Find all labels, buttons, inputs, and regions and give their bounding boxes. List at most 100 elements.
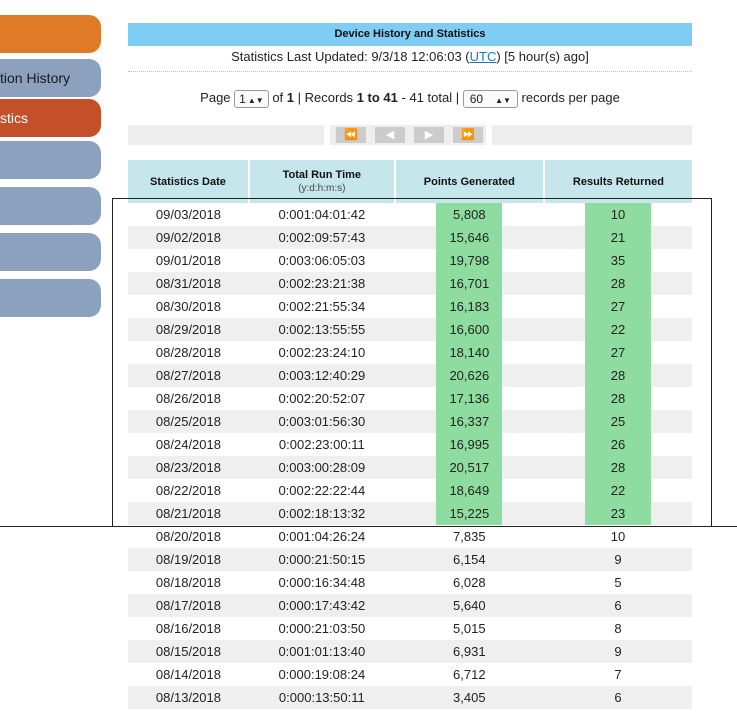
highlight-bg: [584, 318, 651, 341]
cell-results: 28: [543, 364, 692, 387]
cell-text: 20,517: [449, 460, 490, 475]
cell-run: 0:000:16:34:48: [278, 575, 366, 590]
header-label: Total Run Time: [282, 169, 362, 181]
pager-gap: [486, 125, 492, 145]
cell-text: 16,701: [449, 276, 490, 291]
highlight-bg: [584, 364, 651, 387]
cell-points: 20,517: [394, 456, 544, 479]
cell-text: 20,626: [449, 368, 490, 383]
cell-run: 0:002:21:55:34: [278, 299, 366, 314]
cell-results: 28: [543, 272, 692, 295]
cell-text: 28: [610, 276, 626, 291]
cell-results: 8: [614, 621, 622, 636]
cell-results: 26: [544, 433, 692, 456]
sidebar-item-3[interactable]: [0, 141, 101, 179]
per-page-select[interactable]: 60 ▲▼: [462, 89, 518, 108]
sidebar-item-0[interactable]: [0, 15, 101, 53]
header-label: Points Generated: [423, 175, 515, 188]
cell-date: 08/28/2018: [155, 345, 221, 360]
cell-date: 08/15/2018: [128, 640, 249, 663]
cell-run: 0:002:23:21:38: [248, 272, 395, 295]
last-page-icon[interactable]: ⏩: [453, 127, 483, 143]
header-statistics-date[interactable]: Statistics Date: [128, 160, 249, 203]
cell-text: 17,136: [449, 391, 490, 406]
highlight-bg: [584, 249, 651, 272]
sidebar-item-label: stics: [0, 110, 28, 126]
sidebar-item-5[interactable]: [0, 233, 101, 271]
table-row: 08/18/2018 0:000:16:34:48 6,028 5: [128, 571, 692, 594]
cell-run: 0:003:01:56:30: [248, 410, 395, 433]
header-total-run-time[interactable]: Total Run Time (y:d:h:m:s): [247, 160, 395, 203]
cell-points: 20,626: [394, 364, 544, 387]
highlight-bg: [436, 456, 503, 479]
sidebar-item-4[interactable]: [0, 187, 101, 225]
highlight-bg: [436, 272, 503, 295]
table-row: 08/13/2018 0:000:13:50:11 3,405 6: [128, 686, 692, 709]
cell-text: 28: [610, 460, 626, 475]
paging-controls: Page 1 ▲▼ of 1 | Records 1 to 41 - 41 tot…: [128, 88, 692, 108]
cell-text: 28: [610, 368, 626, 383]
table-row: 08/22/2018 0:002:22:22:44 18,649 22: [128, 479, 692, 502]
cell-date: 08/14/2018: [155, 667, 221, 682]
table-row: 08/30/2018 0:002:21:55:34 16,183 27: [128, 295, 692, 318]
highlight-bg: [584, 203, 651, 226]
page-select-value: 1: [239, 91, 246, 106]
stepper-arrows-icon: ▲▼: [495, 95, 511, 105]
cell-date: 08/26/2018: [155, 391, 221, 406]
header-points-generated[interactable]: Points Generated: [393, 160, 544, 203]
updated-suffix: ) [5 hour(s) ago]: [496, 49, 589, 64]
highlight-bg: [436, 502, 503, 525]
highlight-bg: [584, 502, 651, 525]
utc-link[interactable]: UTC: [469, 49, 497, 64]
cell-run: 0:001:01:13:40: [248, 640, 395, 663]
cell-date: 08/31/2018: [128, 272, 249, 295]
cell-run: 0:002:13:55:55: [248, 318, 395, 341]
cell-results: 22: [543, 318, 692, 341]
highlight-bg: [584, 410, 651, 433]
per-page-label: records per page: [521, 90, 620, 105]
next-page-icon[interactable]: ▶: [414, 127, 444, 143]
updated-prefix: Statistics Last Updated: 9/3/18 12:06:03…: [231, 49, 470, 64]
table-row: 08/15/2018 0:001:01:13:40 6,931 9: [128, 640, 692, 663]
cell-points: 6,154: [394, 548, 544, 571]
highlight-bg: [436, 387, 503, 410]
table-row: 08/16/2018 0:000:21:03:50 5,015 8: [128, 617, 692, 640]
last-updated-text: Statistics Last Updated: 9/3/18 12:06:03…: [128, 48, 692, 66]
highlight-bg: [584, 433, 651, 456]
highlight-bg: [436, 226, 503, 249]
cell-date: 08/29/2018: [128, 318, 249, 341]
highlight-bg: [436, 318, 503, 341]
cell-text: 10: [610, 207, 626, 222]
sidebar-item-6[interactable]: [0, 279, 101, 317]
cell-run: 0:000:13:50:11: [248, 686, 395, 709]
table-row: 08/29/2018 0:002:13:55:55 16,600 22: [128, 318, 692, 341]
cell-results: 9: [543, 548, 692, 571]
cell-points: 16,600: [394, 318, 544, 341]
first-page-icon[interactable]: ⏪: [336, 127, 366, 143]
highlight-bg: [584, 295, 651, 318]
cell-points: 6,028: [453, 575, 486, 590]
cell-points: 6,931: [394, 640, 544, 663]
sidebar-item-location-history[interactable]: tion History: [0, 59, 101, 97]
cell-text: 35: [610, 253, 626, 268]
highlight-bg: [436, 203, 503, 226]
cell-points: 5,808: [395, 203, 544, 226]
highlight-bg: [436, 295, 503, 318]
cell-date: 08/27/2018: [128, 364, 249, 387]
sidebar-item-statistics[interactable]: stics: [0, 99, 101, 137]
cell-run: 0:001:04:26:24: [278, 529, 366, 544]
page-select[interactable]: 1 ▲▼: [234, 89, 269, 108]
cell-date: 08/23/2018: [128, 456, 249, 479]
highlight-bg: [584, 272, 651, 295]
cell-text: 27: [610, 299, 626, 314]
cell-text: 15,225: [449, 506, 490, 521]
cell-points: 18,140: [395, 341, 544, 364]
cell-date: 08/24/2018: [155, 437, 221, 452]
prev-page-icon[interactable]: ◀: [375, 127, 405, 143]
cell-date: 09/01/2018: [155, 253, 221, 268]
cell-text: 19,798: [449, 253, 490, 268]
highlight-bg: [436, 364, 503, 387]
pager-bar: ⏪ ◀ ▶ ⏩: [128, 125, 692, 145]
header-results-returned[interactable]: Results Returned: [542, 160, 692, 203]
cell-text: 22: [610, 322, 626, 337]
